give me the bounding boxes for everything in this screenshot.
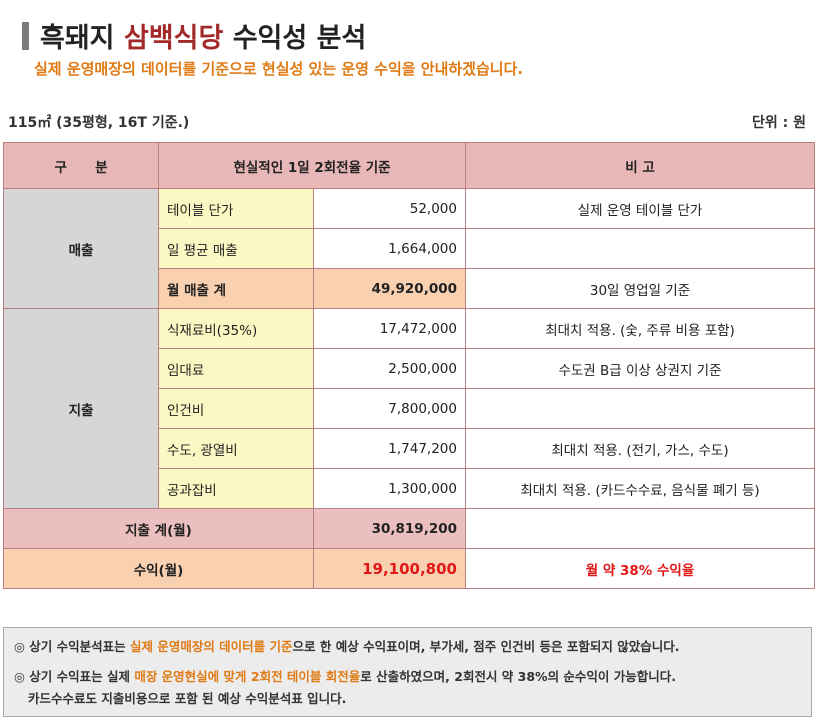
table-row: 인건비 7,800,000 xyxy=(4,388,815,429)
row-value: 1,664,000 xyxy=(313,228,466,269)
page-subtitle: 실제 운영매장의 데이터를 기준으로 현실성 있는 운영 수익을 안내하겠습니다… xyxy=(34,60,524,78)
table-row: 매출 테이블 단가 52,000 실제 운영 테이블 단가 xyxy=(3,188,815,309)
row-note: 30일 영업일 기준 xyxy=(465,268,815,309)
expense-total-note xyxy=(465,508,815,549)
row-value: 49,920,000 xyxy=(313,268,466,309)
row-value: 7,800,000 xyxy=(313,388,466,429)
table-row: 일 평균 매출 1,664,000 xyxy=(4,228,815,269)
row-item: 테이블 단가 xyxy=(158,188,314,229)
footnote-highlight: 실제 운영매장의 데이터를 기준 xyxy=(129,639,293,654)
row-item: 일 평균 매출 xyxy=(158,228,314,269)
row-value: 52,000 xyxy=(313,188,466,229)
row-note: 수도권 B급 이상 상권지 기준 xyxy=(465,348,815,389)
footnote-box: ◎ 상기 수익분석표는 실제 운영매장의 데이터를 기준으로 한 예상 수익표이… xyxy=(3,627,812,717)
row-item: 식재료비(35%) xyxy=(158,308,314,349)
footnote-line-1: ◎ 상기 수익분석표는 실제 운영매장의 데이터를 기준으로 한 예상 수익표이… xyxy=(14,636,801,658)
expense-total-label: 지출 계(월) xyxy=(3,508,314,549)
table-row: 수도, 광열비 1,747,200 최대치 적용. (전기, 가스, 수도) xyxy=(4,428,815,469)
page-title: 흑돼지 삼백식당 수익성 분석 xyxy=(40,16,366,55)
title-brand: 삼백식당 xyxy=(123,23,224,54)
row-value: 1,747,200 xyxy=(313,428,466,469)
table-row: 지출 식재료비(35%) 17,472,000 최대치 적용. (숯, 주류 비… xyxy=(3,308,815,509)
row-item: 임대료 xyxy=(158,348,314,389)
row-note: 최대치 적용. (카드수수료, 음식물 폐기 등) xyxy=(465,468,815,509)
table-row: 임대료 2,500,000 수도권 B급 이상 상권지 기준 xyxy=(4,348,815,389)
header-category: 구 분 xyxy=(3,142,159,189)
row-item: 인건비 xyxy=(158,388,314,429)
row-note: 실제 운영 테이블 단가 xyxy=(465,188,815,229)
table-row-profit: 수익(월) 19,100,800 월 약 38% 수익율 xyxy=(3,548,815,589)
row-item: 월 매출 계 xyxy=(158,268,314,309)
profit-note: 월 약 38% 수익율 xyxy=(465,548,815,589)
profit-label: 수익(월) xyxy=(3,548,314,589)
store-size-note: 115㎡ (35평형, 16T 기준.) xyxy=(8,115,190,131)
category-expense: 지출 xyxy=(3,308,159,509)
row-value: 2,500,000 xyxy=(313,348,466,389)
row-item: 공과잡비 xyxy=(158,468,314,509)
row-item: 수도, 광열비 xyxy=(158,428,314,469)
row-value: 1,300,000 xyxy=(313,468,466,509)
category-revenue: 매출 xyxy=(3,188,159,309)
header-basis: 현실적인 1일 2회전율 기준 xyxy=(158,142,466,189)
footnote-text: 로 산출하였으며, 2회전시 약 38%의 순수익이 가능합니다. xyxy=(360,669,677,684)
table-header-row: 구 분 현실적인 1일 2회전율 기준 비 고 xyxy=(3,142,815,189)
row-note xyxy=(465,388,815,429)
title-accent-bar xyxy=(22,22,29,50)
header-remarks: 비 고 xyxy=(465,142,815,189)
table-row-monthly-revenue: 월 매출 계 49,920,000 30일 영업일 기준 xyxy=(4,268,815,309)
title-prefix: 흑돼지 xyxy=(40,23,115,54)
profit-value: 19,100,800 xyxy=(313,548,466,589)
profit-analysis-table: 구 분 현실적인 1일 2회전율 기준 비 고 매출 테이블 단가 52,000… xyxy=(3,142,815,589)
expense-total-value: 30,819,200 xyxy=(313,508,466,549)
row-value: 17,472,000 xyxy=(313,308,466,349)
table-row-expense-total: 지출 계(월) 30,819,200 xyxy=(3,508,815,549)
row-note xyxy=(465,228,815,269)
unit-note: 단위 : 원 xyxy=(752,115,806,131)
footnote-text: ◎ 상기 수익분석표는 xyxy=(14,639,130,654)
title-suffix: 수익성 분석 xyxy=(232,23,367,54)
footnote-line-2: ◎ 상기 수익표는 실제 매장 운영현실에 맞게 2회전 테이블 회전율로 산출… xyxy=(14,666,801,688)
footnote-text: ◎ 상기 수익표는 실제 xyxy=(14,669,135,684)
row-note: 최대치 적용. (전기, 가스, 수도) xyxy=(465,428,815,469)
footnote-text: 으로 한 예상 수익표이며, 부가세, 점주 인건비 등은 포함되지 않았습니다… xyxy=(292,639,680,654)
footnote-line-3: 카드수수료도 지출비용으로 포함 된 예상 수익분석표 입니다. xyxy=(28,691,347,706)
row-note: 최대치 적용. (숯, 주류 비용 포함) xyxy=(465,308,815,349)
footnote-highlight: 매장 운영현실에 맞게 2회전 테이블 회전율 xyxy=(134,669,361,684)
